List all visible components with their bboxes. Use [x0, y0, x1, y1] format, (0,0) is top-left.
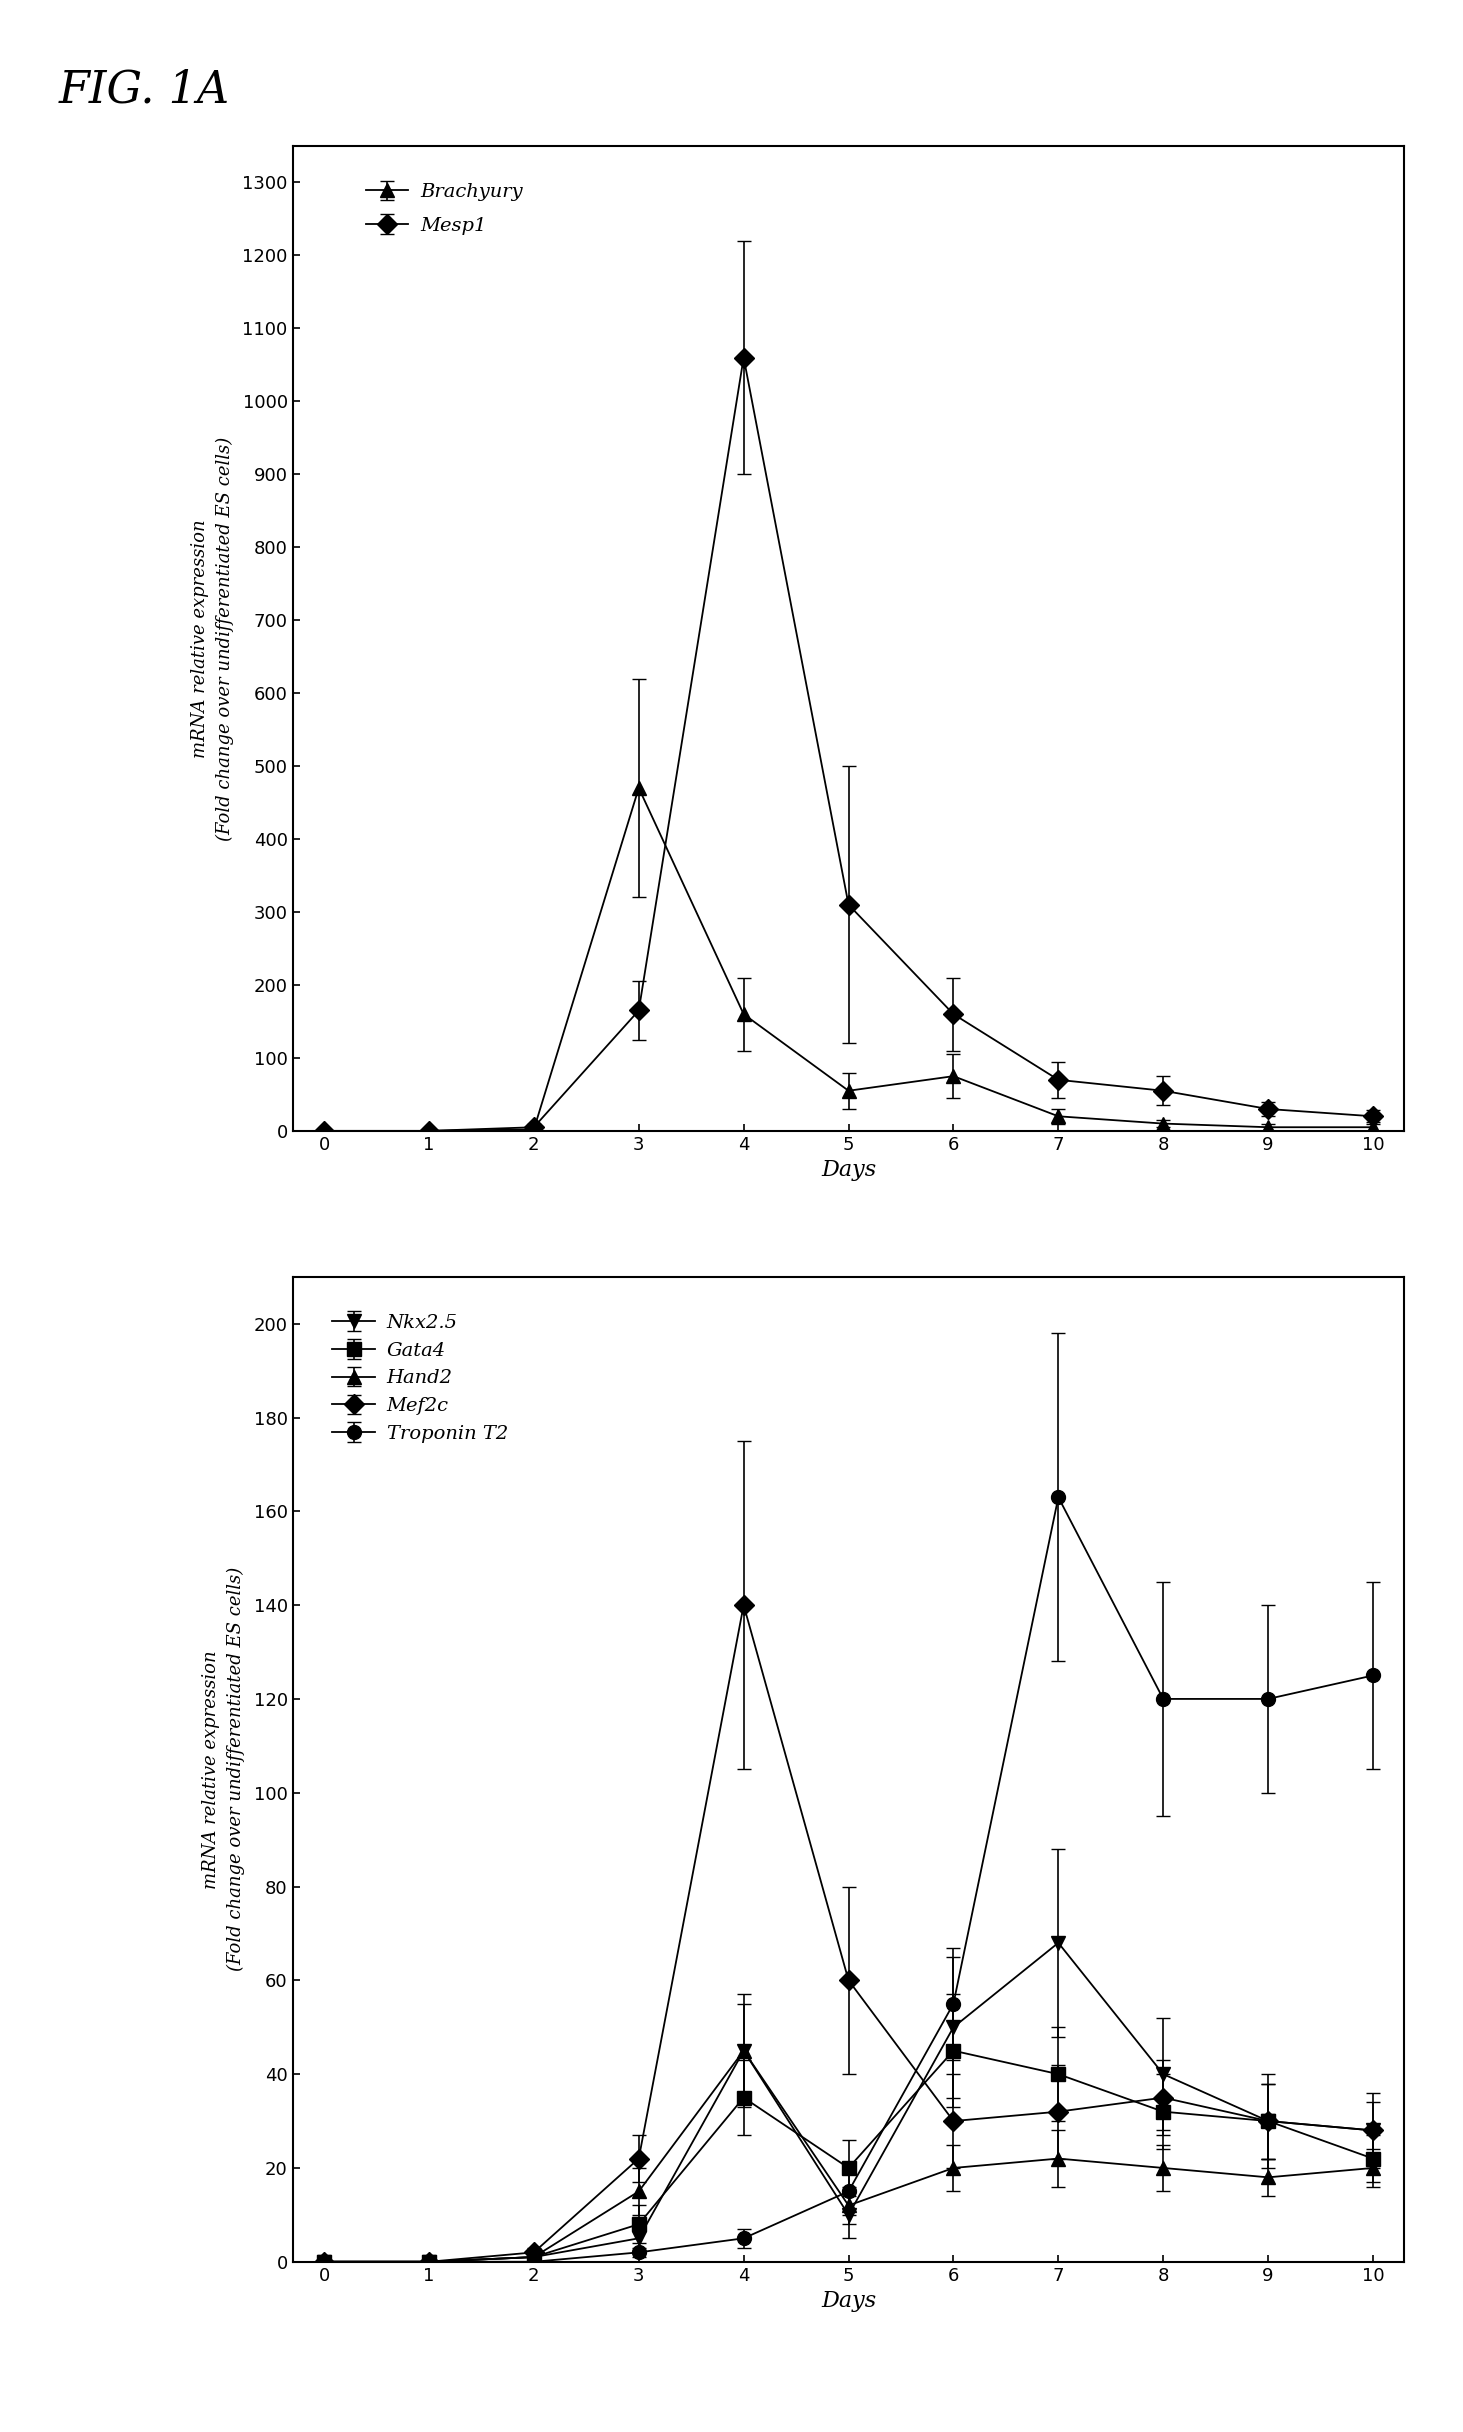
Legend: Nkx2.5, Gata4, Hand2, Mef2c, Troponin T2: Nkx2.5, Gata4, Hand2, Mef2c, Troponin T2 [325, 1306, 516, 1449]
Y-axis label: mRNA relative expression
(Fold change over undifferentiated ES cells): mRNA relative expression (Fold change ov… [190, 435, 234, 841]
Y-axis label: mRNA relative expression
(Fold change over undifferentiated ES cells): mRNA relative expression (Fold change ov… [202, 1566, 246, 1972]
X-axis label: Days: Days [821, 1160, 876, 1182]
Legend: Brachyury, Mesp1: Brachyury, Mesp1 [358, 175, 531, 243]
X-axis label: Days: Days [821, 2291, 876, 2313]
Text: FIG. 1A: FIG. 1A [59, 68, 230, 112]
